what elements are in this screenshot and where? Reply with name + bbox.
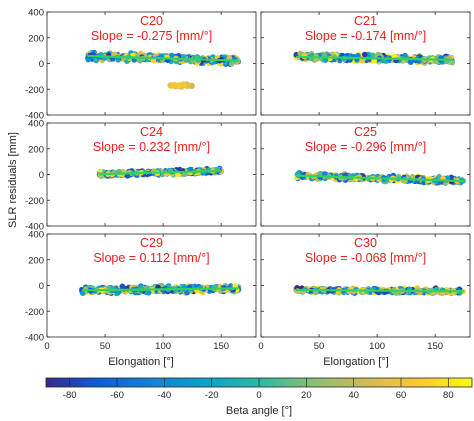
panel-slope: Slope = -0.296 [mm/°]: [305, 140, 426, 154]
colorbar-tick-label: 80: [443, 390, 454, 401]
data-point: [226, 54, 233, 61]
panel-slope: Slope = 0.232 [mm/°]: [93, 140, 210, 154]
fit-line: [99, 169, 222, 176]
x-axis-title-left: Elongation [°]: [108, 356, 174, 368]
outlier-point: [180, 81, 187, 88]
panel-slope: Slope = 0.112 [mm/°]: [93, 251, 209, 265]
colorbar-tick-label: 40: [348, 390, 359, 401]
y-tick-label: 0: [39, 170, 44, 181]
panel-name: C25: [354, 125, 377, 139]
x-tick-label: 100: [155, 341, 171, 352]
panel-slope: Slope = -0.174 [mm/°]: [305, 29, 426, 43]
panel-name: C20: [140, 14, 163, 28]
panel-name: C30: [354, 236, 377, 250]
x-tick-label: 150: [427, 341, 443, 352]
colorbar-tick-label: -20: [205, 390, 219, 401]
data-point: [444, 175, 451, 181]
fit-line: [87, 54, 239, 62]
fit-line: [81, 287, 239, 292]
colorbar-tick-label: 20: [301, 390, 312, 401]
y-tick-label: 400: [28, 230, 44, 241]
x-tick-label: 100: [369, 341, 385, 352]
x-tick-label: 50: [100, 341, 111, 352]
outlier-point: [188, 82, 195, 90]
fit-line: [295, 174, 465, 183]
x-tick-label: 0: [44, 341, 49, 352]
y-tick-label: -200: [25, 196, 44, 207]
y-tick-label: 400: [28, 119, 44, 130]
data-point: [322, 57, 329, 63]
panel-name: C29: [140, 236, 163, 250]
x-tick-label: 0: [258, 341, 263, 352]
outlier-point: [171, 82, 178, 89]
data-point: [322, 171, 328, 177]
y-tick-label: 200: [28, 255, 44, 266]
fit-line: [295, 288, 465, 293]
x-axis-title-right: Elongation [°]: [323, 356, 389, 368]
panel-slope: Slope = -0.275 [mm/°]: [91, 29, 212, 43]
y-tick-label: -400: [25, 333, 44, 344]
panel-slope: Slope = -0.068 [mm/°]: [305, 251, 426, 265]
y-tick-label: 400: [28, 8, 44, 19]
y-tick-label: 0: [39, 281, 44, 292]
colorbar-tick-label: 60: [396, 390, 407, 401]
data-point: [359, 58, 366, 64]
data-point: [119, 283, 126, 290]
colorbar-ticks: -80 -60 -40 -20 0 20 40 60 80: [63, 378, 454, 401]
data-point: [362, 51, 368, 58]
fit-line: [295, 55, 453, 61]
y-tick-label: 0: [39, 59, 44, 70]
colorbar-tick-label: -80: [63, 390, 77, 401]
data-point: [115, 290, 121, 296]
data-point: [369, 52, 376, 59]
y-axis-title: SLR residuals [mm]: [7, 132, 19, 228]
colorbar-label: Beta angle [°]: [226, 405, 292, 417]
data-point: [169, 52, 175, 59]
data-point: [232, 283, 239, 289]
y-tick-label: -400: [25, 222, 44, 233]
colorbar-tick-label: 0: [256, 390, 261, 401]
colorbar-tick-label: -60: [110, 390, 124, 401]
data-point: [228, 61, 235, 67]
y-tick-label: 200: [28, 144, 44, 155]
data-point: [85, 56, 92, 63]
y-tick-label: 200: [28, 33, 44, 44]
y-tick-label: -400: [25, 111, 44, 122]
y-tick-label: -200: [25, 307, 44, 318]
panel-name: C24: [140, 125, 163, 139]
y-tick-label: -200: [25, 85, 44, 96]
x-tick-label: 150: [213, 341, 229, 352]
colorbar-tick-label: -40: [157, 390, 171, 401]
panel-name: C21: [354, 14, 377, 28]
x-tick-label: 50: [314, 341, 325, 352]
data-point: [145, 290, 152, 296]
